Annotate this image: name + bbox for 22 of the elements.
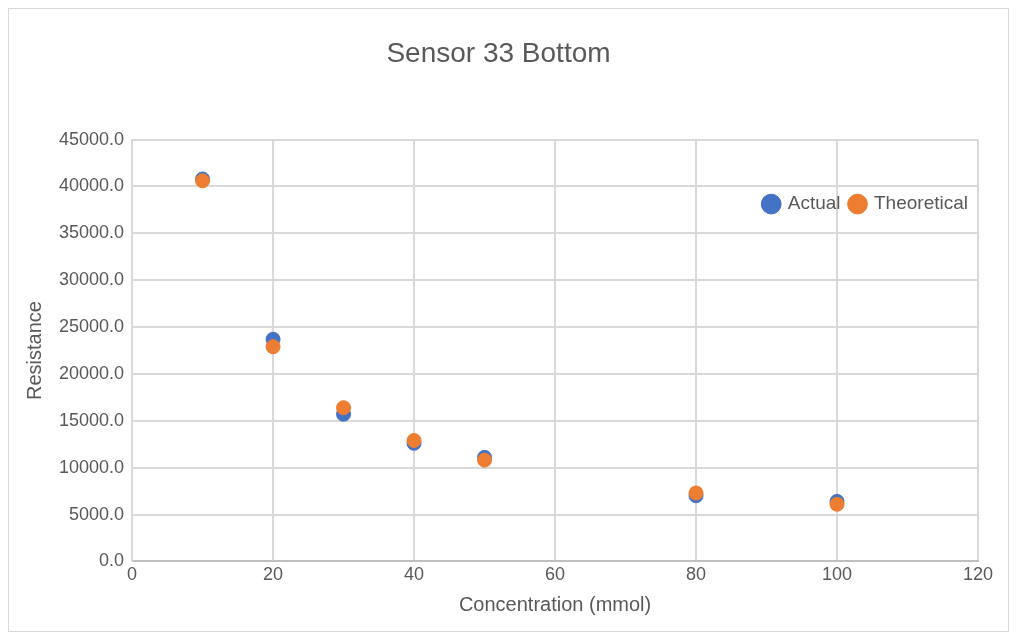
y-tick-label: 10000.0 (58, 456, 125, 477)
y-tick-label: 35000.0 (58, 222, 125, 243)
y-tick-label: 45000.0 (58, 128, 125, 149)
x-tick-label: 40 (404, 564, 425, 585)
y-axis-title: Resistance (22, 301, 45, 400)
x-tick-label: 60 (545, 564, 566, 585)
y-tick-label: 25000.0 (58, 316, 125, 337)
y-tick-label: 5000.0 (69, 503, 125, 524)
x-tick-label: 120 (962, 564, 994, 585)
legend-label: Actual (787, 192, 841, 214)
chart-title: Sensor 33 Bottom (386, 36, 611, 68)
x-tick-label: 0 (127, 564, 138, 585)
x-tick-label: 20 (263, 564, 284, 585)
y-tick-label: 30000.0 (58, 269, 125, 290)
y-tick-label: 20000.0 (58, 362, 125, 383)
x-tick-label: 80 (686, 564, 707, 585)
x-tick-label: 100 (821, 564, 853, 585)
y-tick-label: 0.0 (99, 550, 125, 571)
legend-label: Theoretical (874, 192, 969, 214)
y-tick-label: 15000.0 (58, 409, 125, 430)
x-axis-title: Concentration (mmol) (458, 592, 652, 615)
y-tick-label: 40000.0 (58, 175, 125, 196)
